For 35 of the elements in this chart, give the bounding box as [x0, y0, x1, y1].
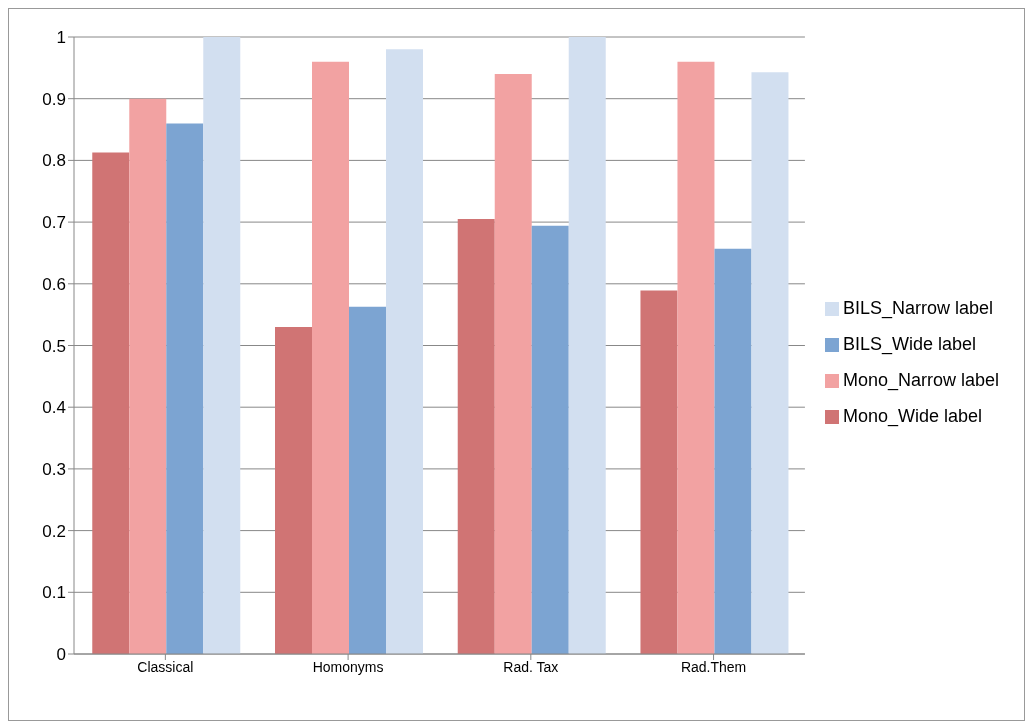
legend-label: BILS_Narrow label	[842, 297, 993, 318]
y-tick-label: 0.3	[42, 459, 66, 479]
bar	[312, 61, 349, 654]
x-tick-label: Homonyms	[312, 658, 384, 675]
bar	[349, 306, 386, 654]
legend-label: BILS_Wide label	[842, 333, 976, 354]
x-tick-label: Rad. Tax	[503, 658, 559, 675]
y-tick-label: 0.2	[42, 521, 66, 541]
bar	[640, 290, 678, 654]
bar	[92, 152, 130, 654]
bar	[568, 37, 606, 654]
bar	[275, 326, 312, 654]
y-tick-label: 0	[56, 645, 66, 665]
y-tick-label: 1	[56, 28, 66, 48]
x-tick-label: Rad.Them	[680, 658, 747, 675]
y-tick-label: 0.6	[42, 274, 66, 294]
bar	[166, 123, 204, 654]
bar	[386, 49, 423, 654]
legend-label: Mono_Narrow label	[842, 369, 999, 390]
y-tick-label: 0.4	[42, 398, 66, 418]
legend-label: Mono_Wide label	[842, 405, 982, 426]
bar	[714, 248, 752, 654]
bar	[203, 37, 241, 654]
bar	[531, 225, 569, 654]
bar	[494, 74, 532, 654]
bar	[457, 219, 495, 654]
y-tick-label: 0.5	[42, 336, 66, 356]
y-tick-label: 0.1	[42, 583, 66, 603]
bar	[129, 98, 167, 654]
y-tick-label: 0.9	[42, 89, 66, 109]
bar	[677, 61, 715, 654]
bar	[751, 72, 789, 654]
y-tick-label: 0.8	[42, 151, 66, 171]
y-tick-label: 0.7	[42, 213, 66, 233]
x-tick-label: Classical	[137, 658, 194, 675]
